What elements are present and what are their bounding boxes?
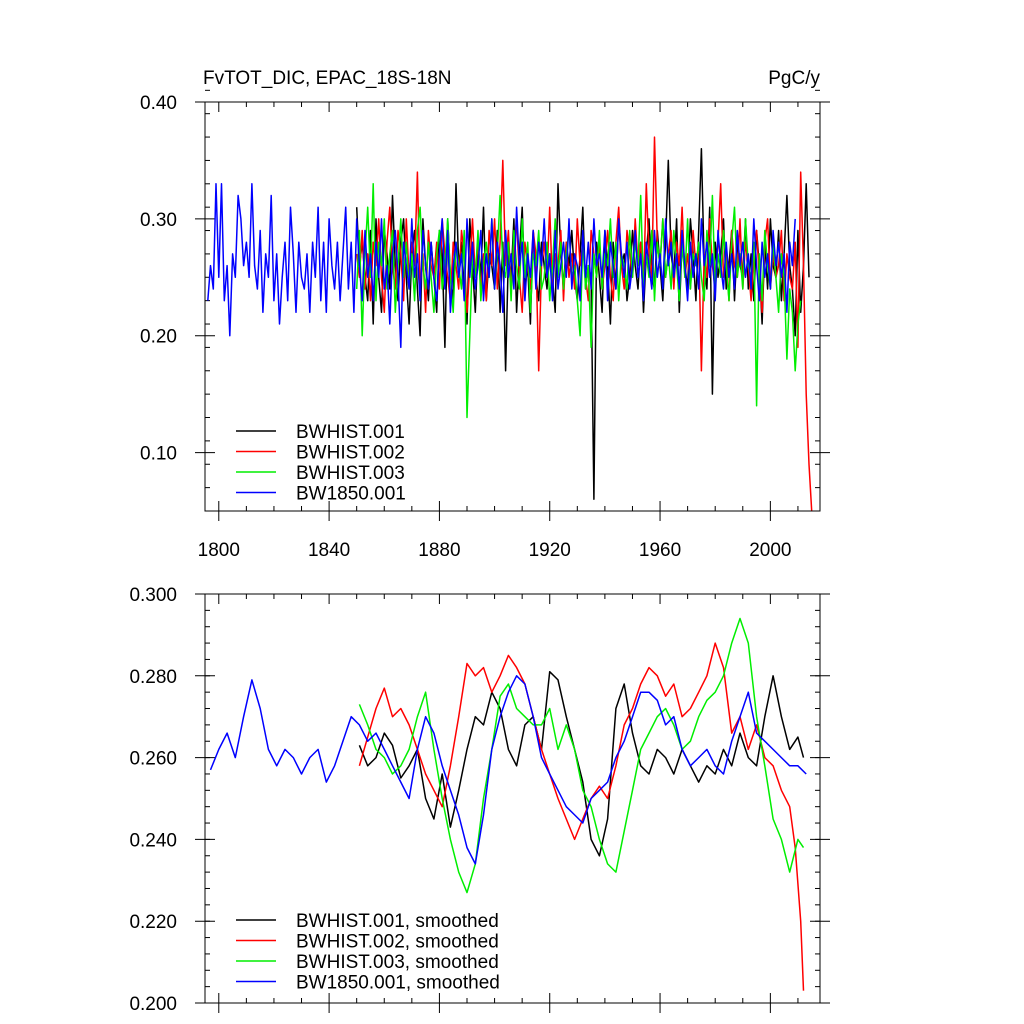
series-line — [358, 670, 805, 857]
series-line — [207, 183, 796, 349]
top-panel-series — [207, 136, 813, 512]
y-tick-label: 0.10 — [140, 444, 177, 465]
legend-label: BWHIST.001, smoothed — [296, 911, 499, 932]
top-panel-ticks: 1800 1840 1880 1920 1960 2000 0.10 0.20 0.30 0.40 — [140, 89, 830, 561]
legend-label: BWHIST.001 — [296, 422, 405, 443]
top-panel: FvTOT_DIC, EPAC_18S-18N PgC/y 1800 1840 18… — [140, 68, 830, 561]
legend-label: BWHIST.003 — [296, 463, 405, 484]
bottom-panel-frame — [204, 593, 821, 1004]
x-tick-label: 1880 — [418, 540, 460, 561]
top-panel-title: FvTOT_DIC, EPAC_18S-18N — [203, 68, 451, 89]
x-tick-label: 2000 — [749, 540, 791, 561]
y-tick-label: 0.20 — [140, 327, 177, 348]
legend-label: BWHIST.002 — [296, 443, 405, 464]
bottom-panel-series — [209, 617, 807, 991]
bottom-panel: 0.200 0.220 0.240 0.260 0.280 0.300 BWHIST.00… — [129, 585, 830, 1015]
series-line — [209, 675, 807, 865]
y-tick-label: 0.300 — [129, 585, 177, 606]
x-tick-label: 1920 — [529, 540, 571, 561]
series-line — [355, 147, 810, 501]
series-line — [358, 617, 805, 894]
y-tick-label: 0.240 — [129, 830, 177, 851]
legend-label: BWHIST.003, smoothed — [296, 952, 499, 973]
y-tick-label: 0.200 — [129, 994, 177, 1015]
y-tick-label: 0.260 — [129, 749, 177, 770]
y-tick-label: 0.220 — [129, 912, 177, 933]
series-line — [355, 136, 813, 512]
x-tick-label: 1800 — [198, 540, 240, 561]
y-tick-label: 0.280 — [129, 667, 177, 688]
top-panel-frame — [204, 101, 821, 512]
x-tick-label: 1960 — [639, 540, 681, 561]
legend-label: BW1850.001, smoothed — [296, 973, 500, 994]
y-tick-label: 0.30 — [140, 210, 177, 231]
series-line — [355, 183, 802, 419]
legend-label: BWHIST.002, smoothed — [296, 932, 499, 953]
y-tick-label: 0.40 — [140, 93, 177, 114]
top-panel-units: PgC/y — [768, 68, 820, 89]
x-tick-label: 1840 — [308, 540, 350, 561]
bottom-panel-ticks: 0.200 0.220 0.240 0.260 0.280 0.300 — [129, 585, 830, 1015]
legend-label: BW1850.001 — [296, 484, 406, 505]
